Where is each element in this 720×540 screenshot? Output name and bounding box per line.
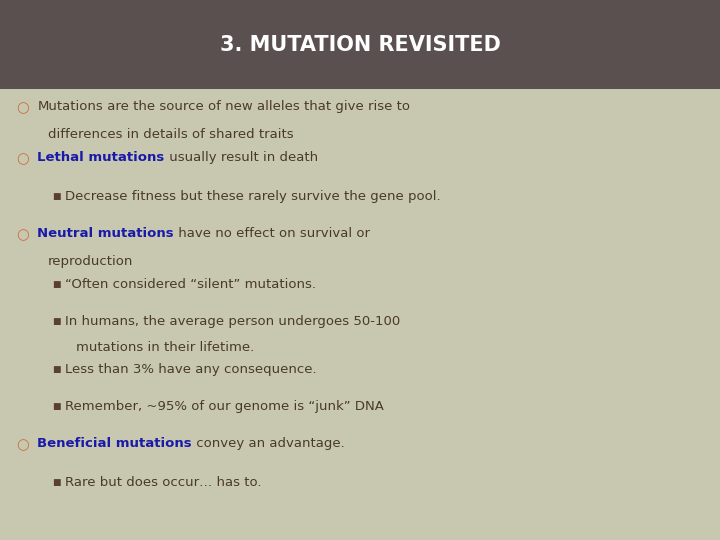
Text: ■: ■ <box>52 280 60 289</box>
Text: Less than 3% have any consequence.: Less than 3% have any consequence. <box>65 363 316 376</box>
Text: Neutral mutations: Neutral mutations <box>37 227 174 240</box>
Text: reproduction: reproduction <box>48 255 134 268</box>
Text: convey an advantage.: convey an advantage. <box>192 437 345 450</box>
Text: Rare but does occur… has to.: Rare but does occur… has to. <box>65 476 261 489</box>
Text: Mutations: Mutations <box>37 100 103 113</box>
Bar <box>0 0 720 89</box>
Text: Lethal mutations: Lethal mutations <box>37 151 165 164</box>
Text: ○: ○ <box>16 100 29 115</box>
Text: ○: ○ <box>16 227 29 242</box>
Text: ○: ○ <box>16 151 29 166</box>
Text: 3. MUTATION REVISITED: 3. MUTATION REVISITED <box>220 35 500 55</box>
Text: In humans, the average person undergoes 50-100: In humans, the average person undergoes … <box>65 315 400 328</box>
Text: ■: ■ <box>52 317 60 326</box>
Text: differences in details of shared traits: differences in details of shared traits <box>48 128 294 141</box>
Text: Decrease fitness but these rarely survive the gene pool.: Decrease fitness but these rarely surviv… <box>65 190 441 203</box>
Text: “Often considered “silent” mutations.: “Often considered “silent” mutations. <box>65 278 316 291</box>
Text: usually result in death: usually result in death <box>165 151 318 164</box>
Text: Remember, ~95% of our genome is “junk” DNA: Remember, ~95% of our genome is “junk” D… <box>65 400 384 413</box>
Text: ■: ■ <box>52 192 60 201</box>
Text: ■: ■ <box>52 366 60 375</box>
Text: ○: ○ <box>16 437 29 452</box>
Text: mutations in their lifetime.: mutations in their lifetime. <box>76 341 254 354</box>
Text: Beneficial mutations: Beneficial mutations <box>37 437 192 450</box>
Text: are the source of new alleles that give rise to: are the source of new alleles that give … <box>103 100 410 113</box>
Text: have no effect on survival or: have no effect on survival or <box>174 227 370 240</box>
Text: ■: ■ <box>52 402 60 411</box>
Text: ■: ■ <box>52 478 60 487</box>
